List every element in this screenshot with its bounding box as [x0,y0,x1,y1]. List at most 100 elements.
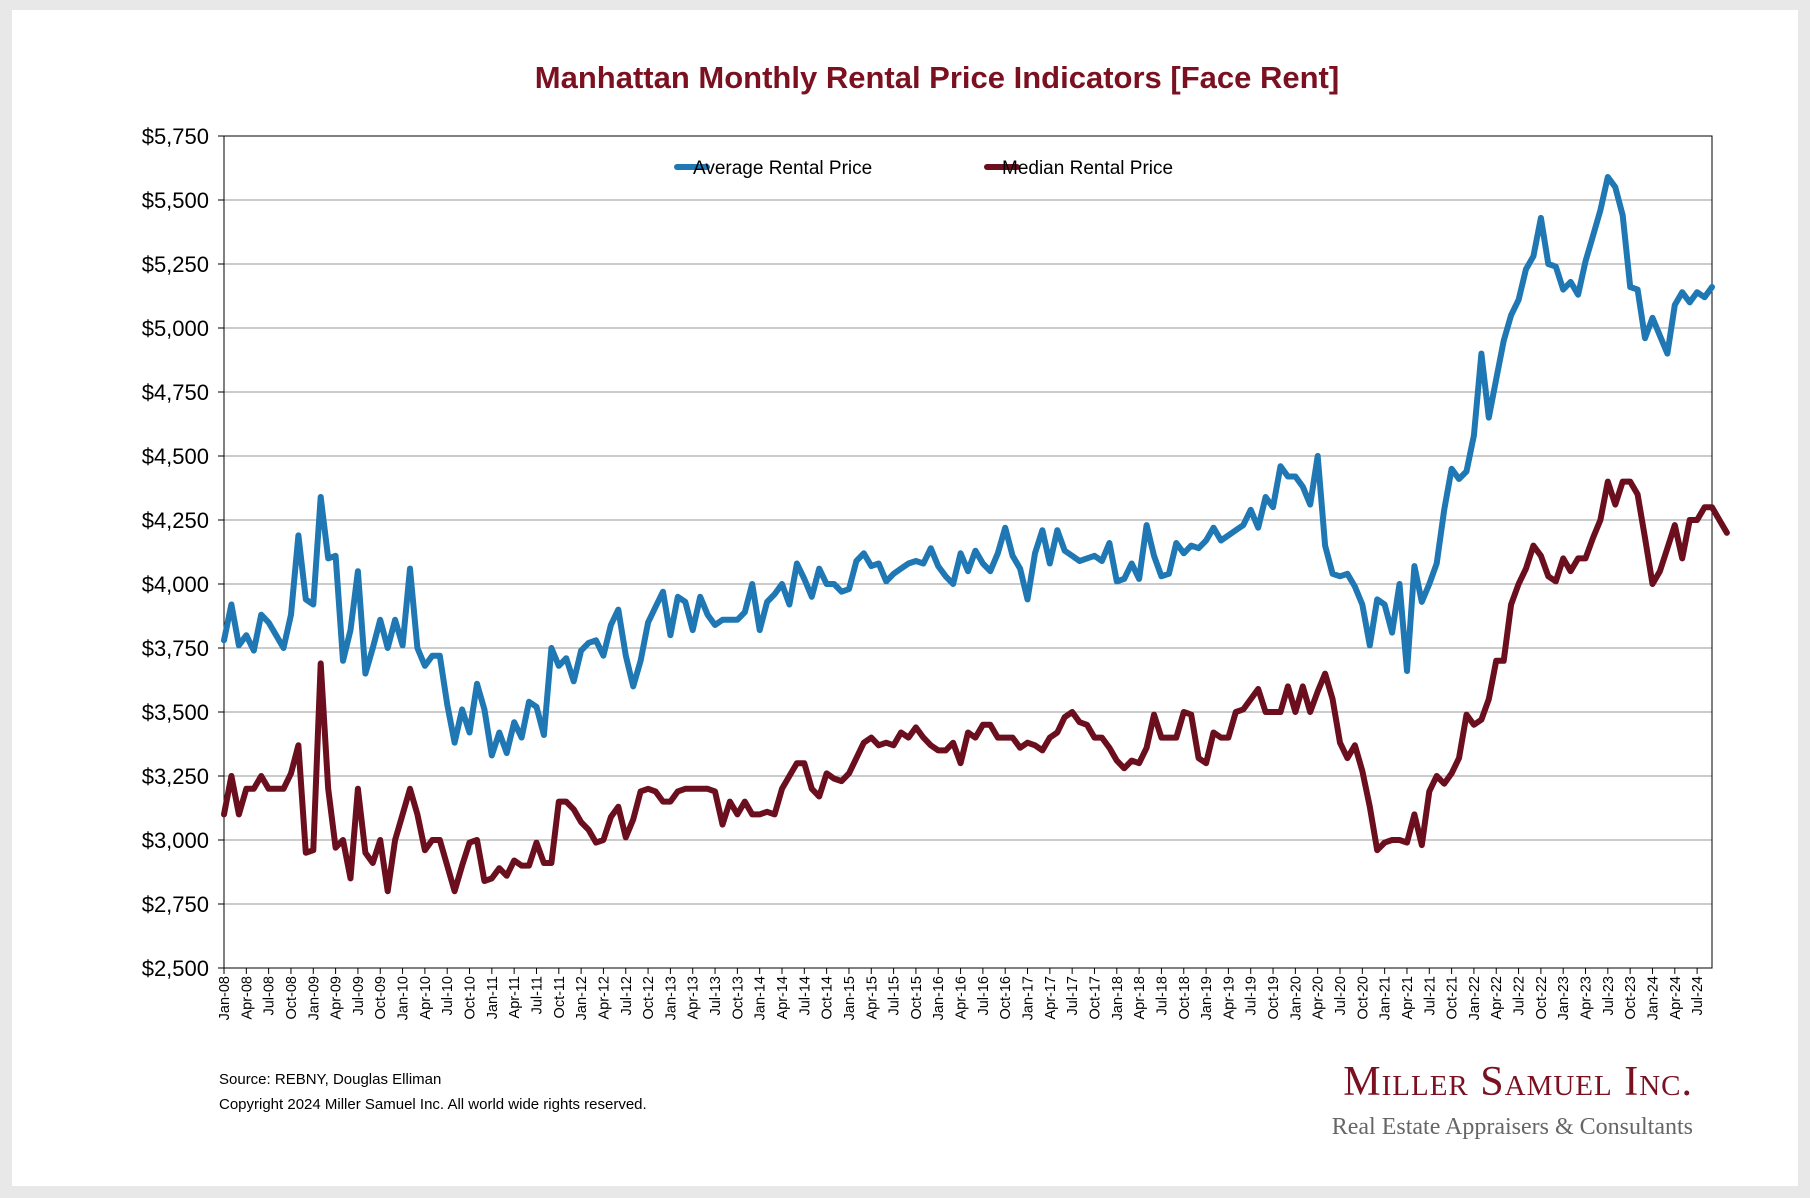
x-tick-label: Oct-20 [1355,976,1371,1020]
x-tick-label: Jan-10 [396,976,412,1020]
x-tick-label: Jul-12 [619,976,635,1016]
x-tick-label: Jan-18 [1110,976,1126,1020]
x-tick-label: Apr-15 [864,976,880,1020]
legend: Average Rental Price Median Rental Price [674,158,1173,179]
x-tick-label: Apr-24 [1668,976,1684,1020]
y-tick-label: $3,500 [142,700,209,725]
y-tick-label: $4,000 [142,572,209,597]
x-tick-label: Jan-16 [931,976,947,1020]
x-tick-label: Oct-12 [641,976,657,1020]
x-tick-label: Jan-09 [306,976,322,1020]
x-tick-label: Apr-17 [1043,976,1059,1020]
x-tick-label: Oct-16 [998,976,1014,1020]
line-chart: Manhattan Monthly Rental Price Indicator… [142,60,1730,1140]
x-tick-label: Apr-19 [1221,976,1237,1020]
x-tick-label: Jul-09 [351,976,367,1016]
x-tick-label: Apr-22 [1489,976,1505,1020]
y-tick-label: $4,750 [142,380,209,405]
chart-title: Manhattan Monthly Rental Price Indicator… [535,60,1339,95]
plot-border [223,135,1713,969]
x-tick-label: Jul-11 [529,976,545,1014]
copyright-note: Copyright 2024 Miller Samuel Inc. All wo… [219,1096,647,1113]
x-tick-label: Oct-23 [1623,976,1639,1020]
source-note: Source: REBNY, Douglas Elliman [219,1071,441,1088]
x-tick-label: Oct-11 [552,976,568,1018]
series-line-average [221,174,1715,759]
x-tick-label: Jan-12 [574,976,590,1020]
legend-label-median: Median Rental Price [1002,158,1173,179]
x-tick-label: Apr-20 [1311,976,1327,1020]
y-tick-label: $2,500 [142,956,209,981]
y-tick-label: $3,000 [142,828,209,853]
series-lines [221,174,1730,895]
x-tick-label: Apr-14 [775,976,791,1020]
x-tick-label: Jan-14 [753,976,769,1020]
y-tick-label: $5,750 [142,124,209,149]
y-tick-label: $4,250 [142,508,209,533]
x-tick-label: Jul-13 [708,976,724,1016]
x-tick-label: Apr-16 [954,976,970,1020]
x-tick-label: Apr-10 [418,976,434,1020]
x-tick-label: Jul-20 [1333,976,1349,1016]
company-logo: Miller Samuel Inc. Real Estate Appraiser… [1332,1059,1693,1140]
x-tick-label: Oct-08 [284,976,300,1020]
x-tick-label: Jan-22 [1467,976,1483,1020]
x-tick-label: Jul-17 [1065,976,1081,1016]
x-tick-label: Oct-17 [1087,976,1103,1020]
x-tick-label: Oct-09 [373,976,389,1020]
x-tick-label: Oct-15 [909,976,925,1020]
x-tick-label: Apr-23 [1579,976,1595,1020]
x-tick-label: Jan-08 [217,976,233,1020]
x-tick-label: Oct-22 [1534,976,1550,1020]
y-tick-label: $4,500 [142,444,209,469]
series-line-median [221,478,1730,895]
x-tick-label: Jul-10 [440,976,456,1016]
chart-frame: Manhattan Monthly Rental Price Indicator… [12,10,1798,1186]
x-tick-label: Apr-13 [686,976,702,1020]
x-tick-label: Jul-18 [1154,976,1170,1016]
x-tick-label: Jan-23 [1556,976,1572,1020]
x-tick-label: Apr-08 [239,976,255,1020]
x-tick-label: Jan-13 [663,976,679,1020]
x-tick-label: Jul-23 [1601,976,1617,1016]
x-tick-label: Jan-21 [1378,976,1394,1020]
x-tick-label: Oct-19 [1266,976,1282,1020]
x-tick-label: Jul-24 [1690,976,1706,1016]
y-tick-label: $5,500 [142,188,209,213]
x-tick-label: Jan-17 [1021,976,1037,1020]
x-tick-label: Jan-24 [1645,976,1661,1020]
plot-area [223,135,1713,969]
x-tick-label: Jul-14 [797,976,813,1016]
x-axis-ticks: Jan-08 Apr-08 Jul-08 Oct-08 Jan-09 Apr-09 Jul-… [217,968,1706,1020]
x-tick-label: Jan-15 [842,976,858,1020]
x-tick-label: Jan-11 [485,976,501,1019]
x-tick-label: Jul-21 [1422,976,1438,1016]
x-tick-label: Jul-15 [887,976,903,1016]
y-tick-label: $3,750 [142,636,209,661]
gridlines [224,135,1712,969]
x-tick-label: Oct-21 [1445,976,1461,1020]
logo-name: Miller Samuel Inc. [1343,1059,1693,1105]
x-tick-label: Apr-11 [507,976,523,1018]
x-tick-label: Jan-20 [1288,976,1304,1020]
y-axis-ticks: $2,500 $2,750 $3,000 $3,250 $3,500 $3,750 $4,0… [142,124,224,981]
x-tick-label: Apr-12 [596,976,612,1020]
x-tick-label: Apr-21 [1400,976,1416,1020]
x-tick-label: Jul-08 [262,976,278,1016]
x-tick-label: Jul-16 [976,976,992,1016]
y-tick-label: $2,750 [142,892,209,917]
x-tick-label: Jul-22 [1512,976,1528,1016]
x-tick-label: Oct-10 [463,976,479,1020]
x-tick-label: Oct-13 [730,976,746,1020]
x-tick-label: Jul-19 [1244,976,1260,1016]
x-tick-label: Apr-09 [329,976,345,1020]
x-tick-label: Oct-14 [820,976,836,1020]
x-tick-label: Apr-18 [1132,976,1148,1020]
x-tick-label: Jan-19 [1199,976,1215,1020]
y-tick-label: $3,250 [142,764,209,789]
y-tick-label: $5,000 [142,316,209,341]
legend-label-average: Average Rental Price [693,158,872,179]
logo-tagline: Real Estate Appraisers & Consultants [1332,1114,1693,1140]
y-tick-label: $5,250 [142,252,209,277]
x-tick-label: Oct-18 [1177,976,1193,1020]
